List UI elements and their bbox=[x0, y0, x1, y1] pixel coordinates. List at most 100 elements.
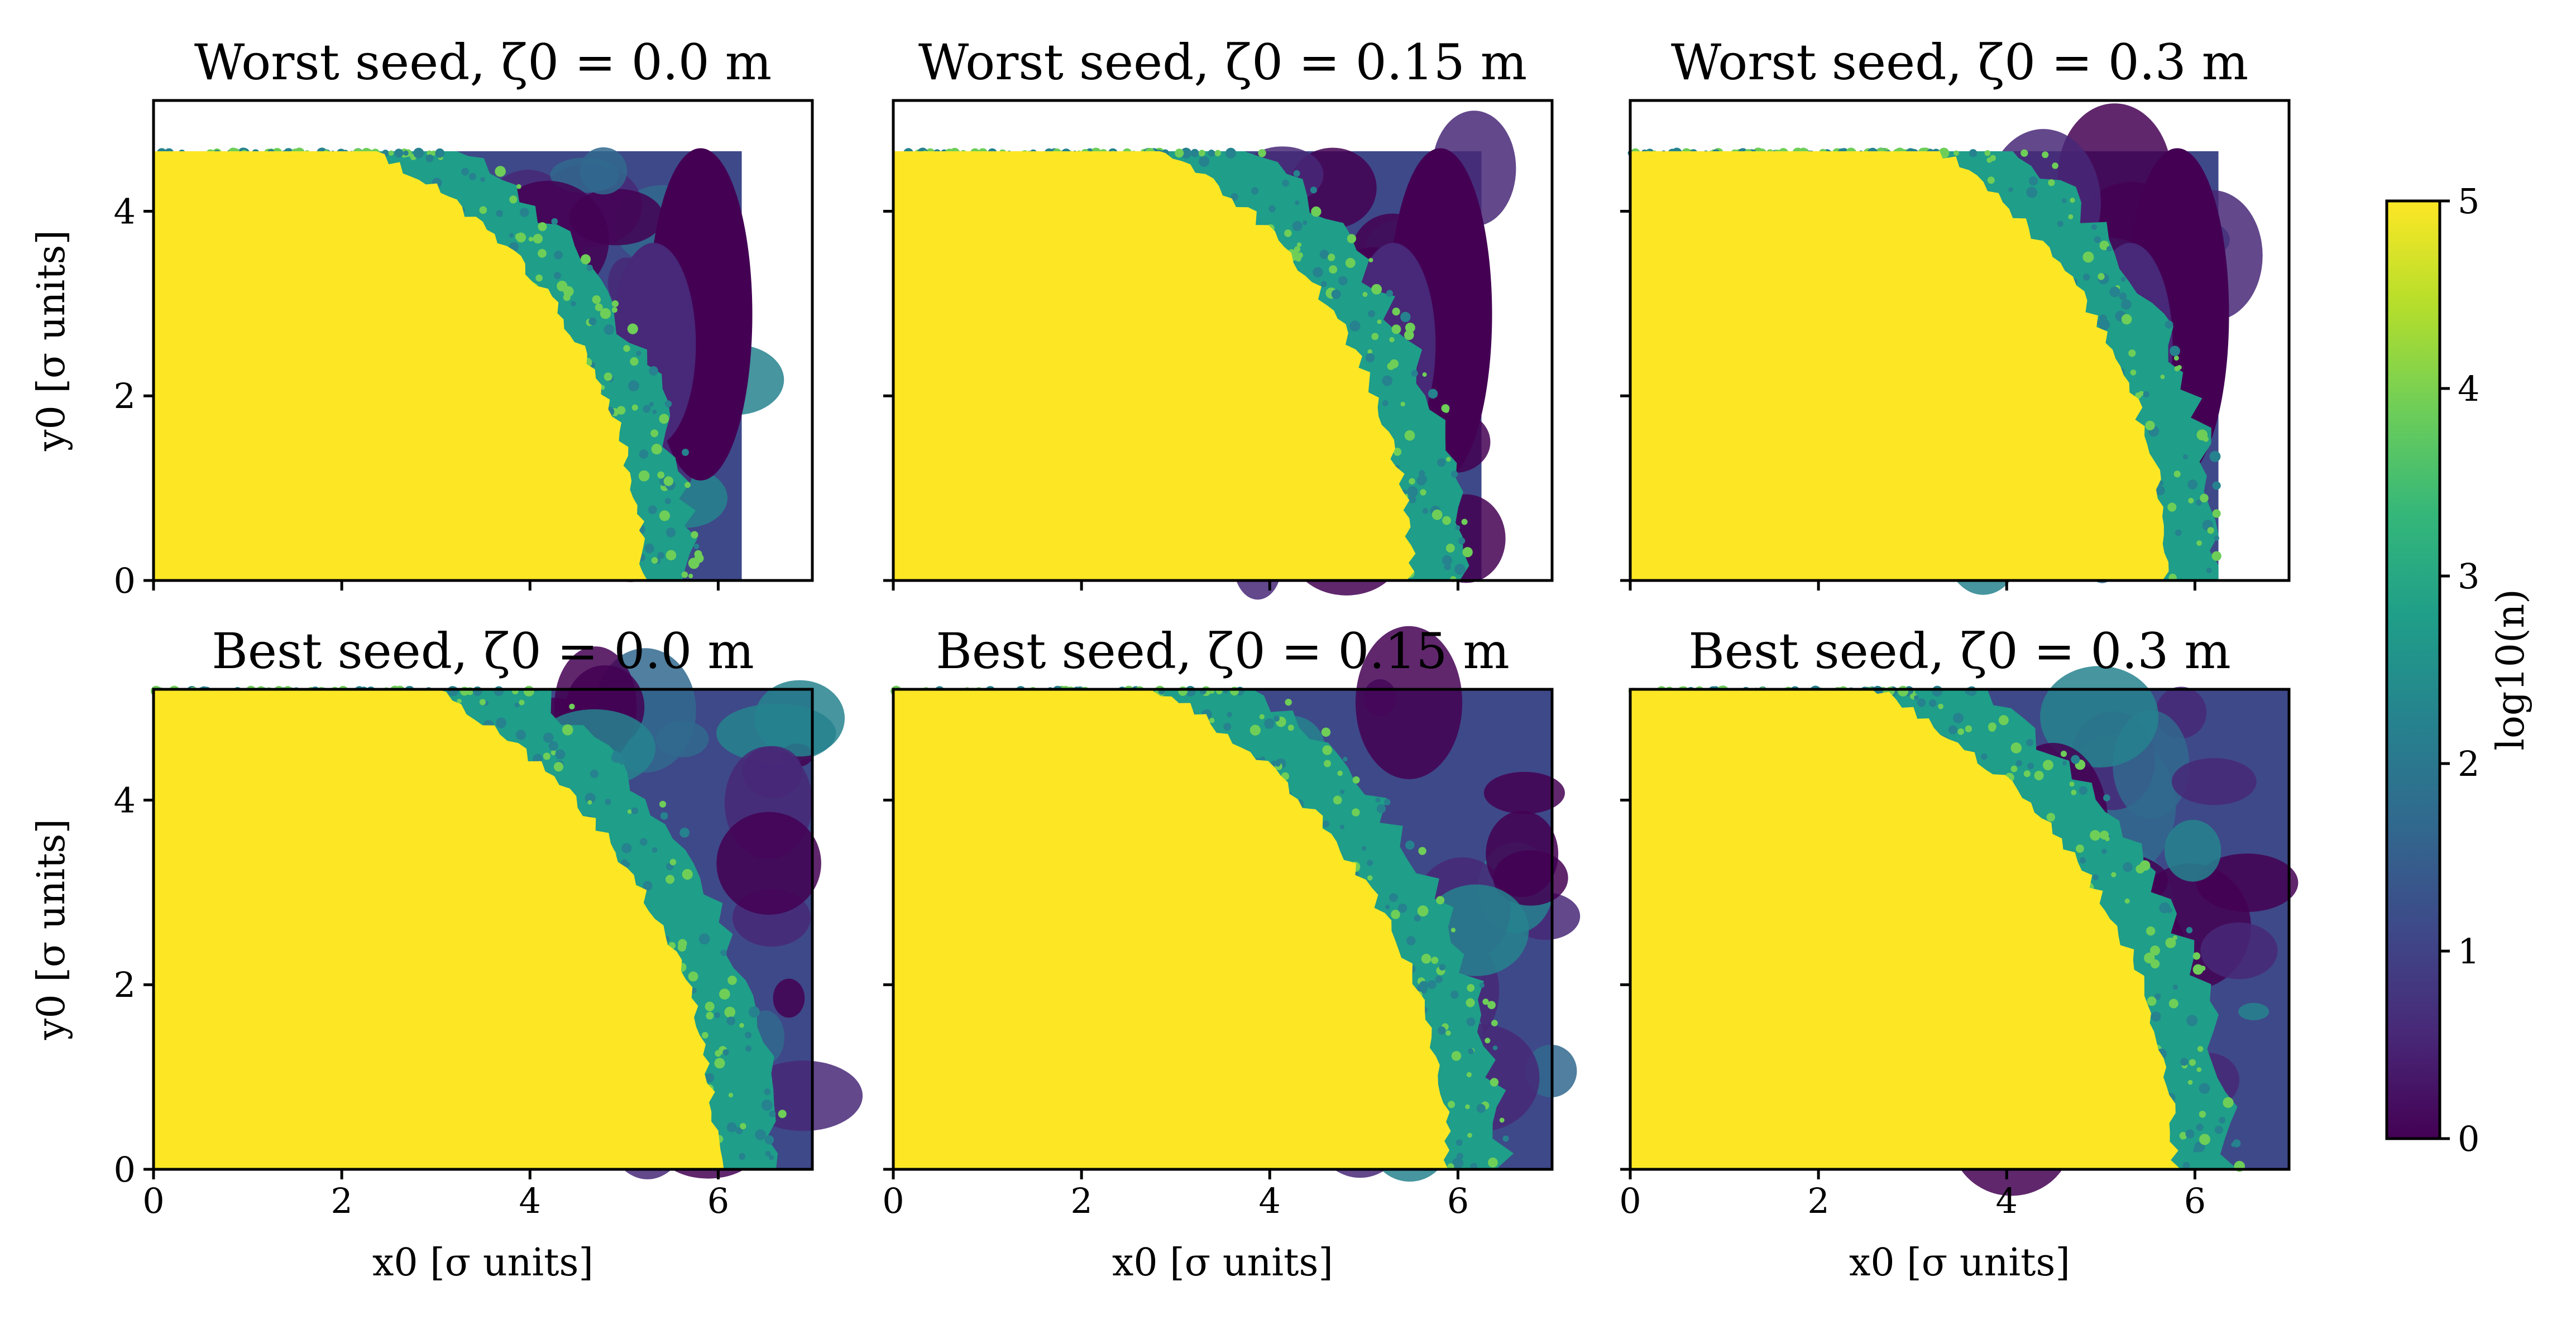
heatmap-speckle bbox=[778, 1110, 787, 1119]
heatmap-speckle bbox=[739, 1153, 745, 1160]
heatmap-swirl bbox=[773, 978, 805, 1018]
heatmap-swirl bbox=[754, 680, 845, 757]
heatmap-speckle bbox=[1986, 157, 1993, 163]
heatmap-speckle bbox=[627, 323, 638, 334]
heatmap-panel: Worst seed, ζ0 = 0.15 m bbox=[883, 33, 1554, 600]
heatmap-speckle bbox=[631, 404, 638, 411]
heatmap-panel: Best seed, ζ0 = 0.15 m 0 2 4 6 x0 [σ units] bbox=[882, 622, 1581, 1285]
heatmap-speckle bbox=[2104, 836, 2110, 842]
panel-title: Worst seed, ζ0 = 0.0 m bbox=[194, 33, 772, 91]
heatmap-speckle bbox=[665, 875, 675, 884]
heatmap-speckle bbox=[1382, 375, 1393, 386]
heatmap-speckle bbox=[1450, 928, 1456, 933]
heatmap-speckle bbox=[657, 471, 665, 479]
heatmap-speckle bbox=[2042, 151, 2049, 159]
heatmap-speckle bbox=[569, 703, 575, 710]
heatmap-speckle bbox=[2175, 529, 2182, 536]
heatmap-speckle bbox=[2182, 1162, 2190, 1169]
heatmap-speckle bbox=[1414, 915, 1421, 922]
heatmap-speckle bbox=[1984, 150, 1991, 156]
heatmap-speckle bbox=[705, 1073, 715, 1083]
heatmap-speckle bbox=[403, 150, 409, 156]
heatmap-speckle bbox=[659, 800, 667, 808]
heatmap-speckle bbox=[1456, 1153, 1464, 1160]
heatmap-speckle bbox=[457, 698, 462, 704]
heatmap-speckle bbox=[604, 324, 615, 335]
heatmap-speckle bbox=[2186, 927, 2193, 934]
heatmap-speckle bbox=[1352, 808, 1360, 817]
heatmap-speckle bbox=[657, 551, 665, 559]
heatmap-speckle bbox=[431, 150, 437, 156]
heatmap-speckle bbox=[2170, 345, 2180, 357]
heatmap-speckle bbox=[1296, 242, 1302, 247]
heatmap-speckle bbox=[706, 1011, 714, 1020]
heatmap-speckle bbox=[1416, 476, 1426, 486]
heatmap-speckle bbox=[735, 1127, 743, 1135]
heatmap-speckle bbox=[2173, 355, 2179, 361]
heatmap-speckle bbox=[1327, 253, 1335, 261]
heatmap-speckle bbox=[2091, 224, 2097, 230]
heatmap-speckle bbox=[1209, 717, 1215, 723]
heatmap-speckle bbox=[2199, 1134, 2210, 1145]
heatmap-speckle bbox=[1320, 281, 1327, 287]
heatmap-speckle bbox=[496, 717, 507, 728]
heatmap-speckle bbox=[1465, 1104, 1470, 1110]
y-tick-label: 2 bbox=[114, 376, 136, 416]
heatmap-speckle bbox=[1293, 170, 1300, 177]
heatmap-speckle bbox=[2180, 1058, 2189, 1066]
heatmap-speckle bbox=[543, 752, 551, 760]
heatmap-speckle bbox=[1340, 789, 1345, 794]
heatmap-speckle bbox=[2149, 945, 2160, 956]
panel-title: Worst seed, ζ0 = 0.15 m bbox=[918, 33, 1527, 91]
heatmap-speckle bbox=[1190, 148, 1199, 157]
heatmap-speckle bbox=[479, 699, 486, 706]
heatmap-speckle bbox=[2010, 742, 2022, 754]
heatmap-speckle bbox=[648, 505, 657, 515]
heatmap-speckle bbox=[1932, 685, 1943, 697]
heatmap-speckle bbox=[2111, 872, 2117, 877]
heatmap-speckle bbox=[2020, 149, 2028, 157]
heatmap-speckle bbox=[650, 429, 659, 438]
heatmap-speckle bbox=[1454, 564, 1466, 575]
heatmap-speckle bbox=[2166, 907, 2172, 914]
heatmap-speckle bbox=[714, 1012, 721, 1019]
heatmap-speckle bbox=[2151, 1011, 2161, 1022]
colorbar-frame bbox=[2385, 199, 2441, 1140]
heatmap-speckle bbox=[691, 987, 697, 994]
heatmap-speckle bbox=[2195, 499, 2202, 506]
colorbar-tick-label: 3 bbox=[2458, 556, 2479, 597]
heatmap-speckle bbox=[698, 933, 710, 945]
heatmap-speckle bbox=[496, 210, 503, 217]
heatmap-speckle bbox=[2196, 1124, 2204, 1131]
heatmap-stable-region bbox=[893, 151, 1416, 580]
heatmap-speckle bbox=[2109, 286, 2120, 297]
heatmap-speckle bbox=[427, 150, 432, 156]
heatmap-speckle bbox=[580, 254, 591, 265]
heatmap-speckle bbox=[2082, 251, 2094, 263]
heatmap-speckle bbox=[2136, 864, 2145, 874]
heatmap-speckle bbox=[1338, 276, 1348, 286]
heatmap-speckle bbox=[761, 1099, 773, 1111]
heatmap-speckle bbox=[2052, 162, 2058, 169]
heatmap-speckle bbox=[2187, 479, 2198, 489]
heatmap-speckle bbox=[1260, 756, 1265, 762]
heatmap-speckle bbox=[2177, 365, 2182, 370]
panel-title: Best seed, ζ0 = 0.15 m bbox=[936, 622, 1510, 680]
heatmap-speckle bbox=[1458, 537, 1466, 545]
heatmap-swirl bbox=[742, 746, 802, 798]
heatmap-speckle bbox=[1319, 249, 1329, 259]
heatmap-speckle bbox=[495, 166, 506, 177]
axes-frame bbox=[892, 688, 1554, 1171]
heatmap-speckle bbox=[2212, 481, 2221, 490]
heatmap-swirl bbox=[1483, 771, 1565, 814]
heatmap-speckle bbox=[1391, 324, 1401, 334]
heatmap-speckle bbox=[2206, 568, 2212, 573]
heatmap-speckle bbox=[1446, 457, 1451, 462]
heatmap-speckle bbox=[1406, 936, 1416, 946]
heatmap-speckle bbox=[1362, 292, 1368, 297]
heatmap-speckle bbox=[1385, 904, 1390, 910]
heatmap-speckle bbox=[1419, 981, 1429, 991]
heatmap-speckle bbox=[398, 150, 404, 156]
heatmap-speckle bbox=[1467, 983, 1475, 992]
heatmap-speckle bbox=[691, 531, 698, 539]
